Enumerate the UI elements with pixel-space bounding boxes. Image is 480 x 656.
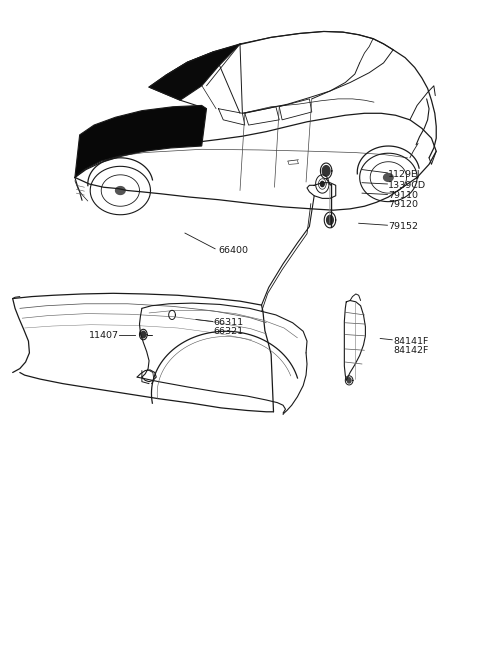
Polygon shape	[326, 215, 333, 224]
Polygon shape	[321, 181, 324, 186]
Polygon shape	[141, 331, 146, 338]
Polygon shape	[323, 166, 330, 176]
Polygon shape	[384, 174, 393, 181]
Polygon shape	[149, 44, 240, 100]
Text: 79120: 79120	[388, 201, 419, 209]
Polygon shape	[75, 106, 206, 177]
Text: 66321: 66321	[214, 327, 244, 337]
Text: 1339CD: 1339CD	[388, 181, 427, 190]
Text: 11407: 11407	[89, 331, 119, 340]
Polygon shape	[116, 186, 125, 194]
Text: 79152: 79152	[388, 222, 419, 231]
Polygon shape	[347, 378, 351, 383]
Text: 66311: 66311	[214, 318, 244, 327]
Text: 66400: 66400	[218, 246, 249, 255]
Text: 79110: 79110	[388, 192, 419, 200]
Text: 1129EJ: 1129EJ	[388, 170, 421, 178]
Text: 84142F: 84142F	[393, 346, 429, 355]
Text: 84141F: 84141F	[393, 337, 429, 346]
